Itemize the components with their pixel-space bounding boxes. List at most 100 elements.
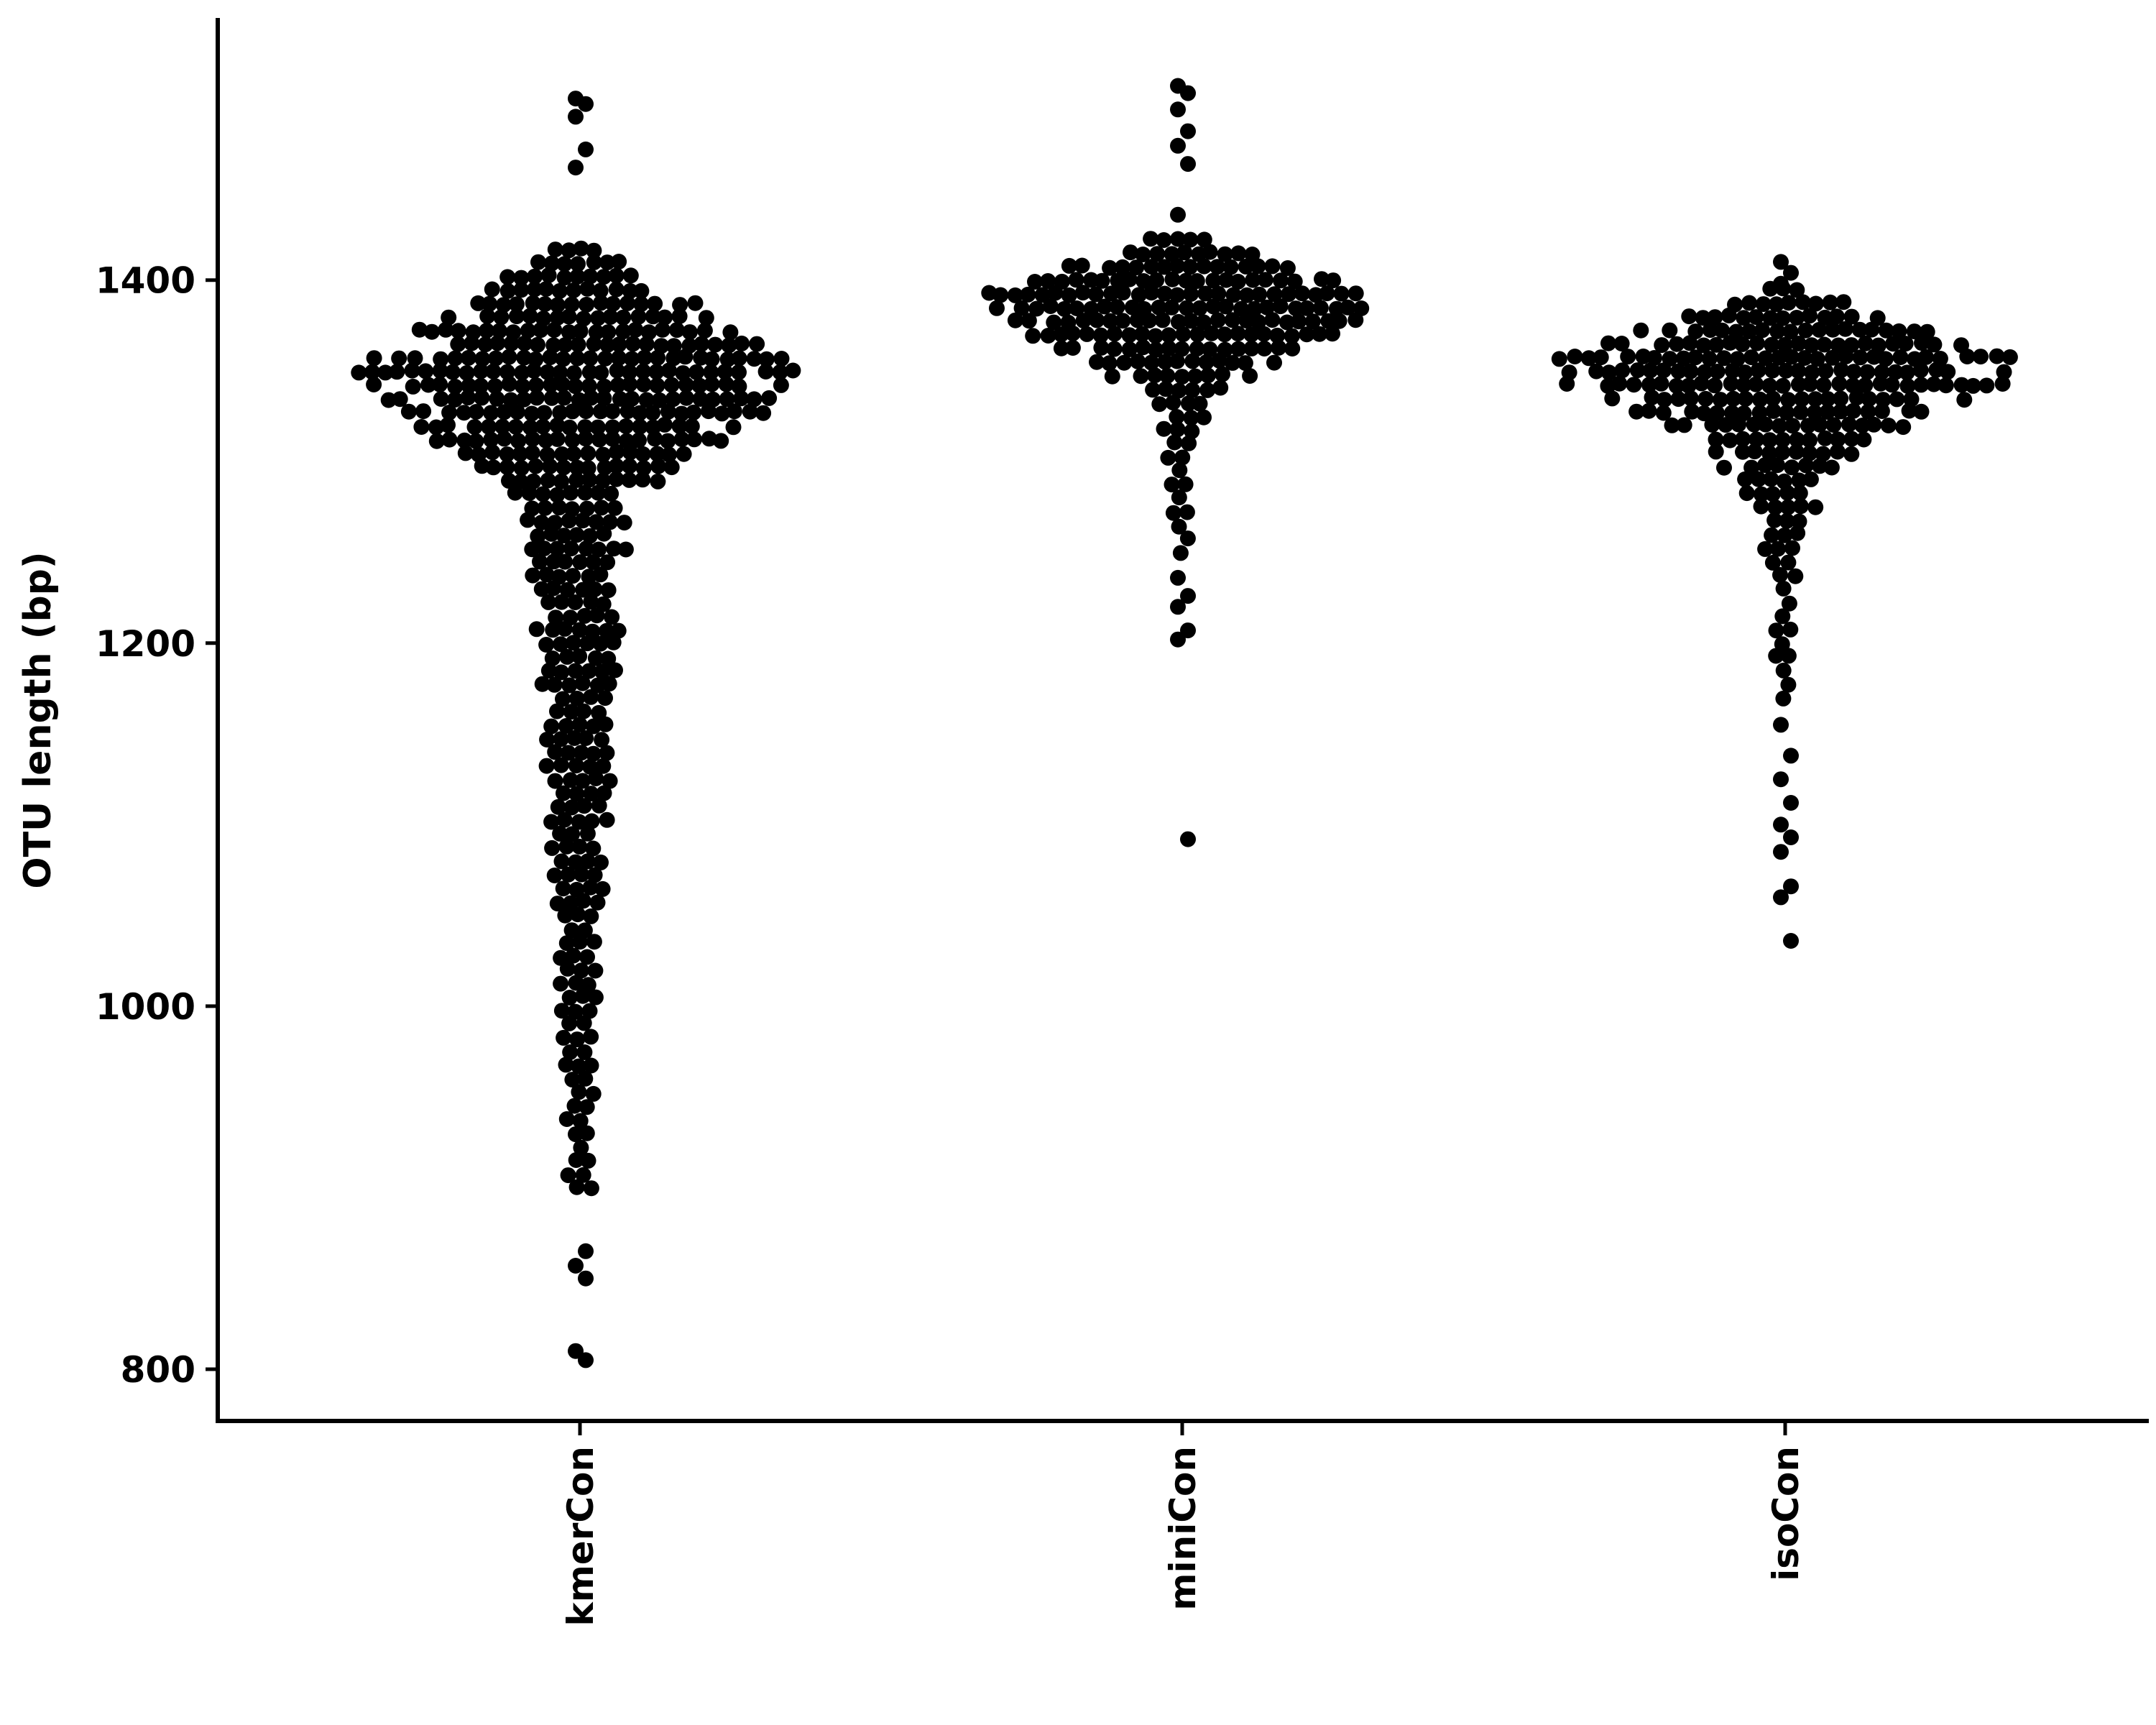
data-point-isoCon [1764, 362, 1781, 379]
data-point-kmerCon [773, 351, 790, 367]
data-point-miniCon [1257, 272, 1273, 288]
data-point-isoCon [1682, 363, 1699, 380]
data-point-miniCon [1160, 449, 1176, 466]
data-point-kmerCon [501, 376, 517, 392]
data-point-isoCon [1818, 363, 1834, 380]
data-point-isoCon [1764, 486, 1781, 502]
data-point-isoCon [1802, 376, 1818, 392]
data-point-kmerCon [717, 364, 733, 380]
data-point-kmerCon [624, 390, 640, 407]
data-point-isoCon [1765, 390, 1781, 407]
data-point-kmerCon [496, 431, 512, 447]
data-point-kmerCon [549, 297, 566, 313]
data-point-miniCon [1183, 286, 1199, 302]
data-point-kmerCon [591, 797, 607, 814]
data-point-isoCon [1729, 351, 1746, 367]
data-point-kmerCon [545, 337, 562, 354]
data-point-kmerCon [538, 758, 555, 774]
data-point-miniCon [1165, 505, 1181, 521]
data-point-kmerCon [554, 446, 571, 462]
data-point-miniCon [1348, 285, 1364, 302]
data-point-kmerCon [471, 446, 487, 463]
data-point-isoCon [1790, 376, 1807, 392]
data-point-kmerCon [593, 854, 609, 870]
data-point-kmerCon [571, 1084, 587, 1100]
data-point-kmerCon [564, 432, 581, 448]
data-point-isoCon [1723, 375, 1739, 392]
data-point-miniCon [1205, 298, 1222, 315]
data-point-kmerCon [609, 362, 625, 379]
data-point-isoCon [1787, 568, 1804, 584]
data-point-kmerCon [581, 378, 597, 395]
data-point-kmerCon [604, 403, 621, 420]
data-point-isoCon [1775, 662, 1792, 678]
data-point-isoCon [1684, 403, 1700, 420]
data-point-miniCon [1178, 272, 1194, 289]
data-point-kmerCon [512, 474, 529, 490]
data-point-kmerCon [594, 500, 609, 516]
data-point-kmerCon [632, 405, 648, 421]
data-point-kmerCon [570, 256, 586, 272]
data-point-kmerCon [722, 324, 739, 341]
data-point-isoCon [1833, 362, 1850, 378]
data-point-isoCon [1757, 416, 1774, 433]
data-point-kmerCon [562, 772, 579, 788]
data-point-isoCon [1797, 350, 1813, 366]
data-point-kmerCon [592, 282, 609, 299]
data-point-miniCon [1156, 285, 1173, 302]
data-point-kmerCon [707, 336, 724, 353]
data-point-miniCon [1246, 300, 1263, 317]
data-point-isoCon [1874, 403, 1890, 419]
data-point-kmerCon [560, 866, 576, 883]
data-point-kmerCon [530, 528, 546, 545]
data-point-kmerCon [597, 690, 613, 707]
data-point-miniCon [1116, 354, 1133, 371]
data-point-kmerCon [562, 610, 579, 626]
data-point-kmerCon [522, 419, 538, 436]
data-point-miniCon [1217, 298, 1234, 315]
data-point-kmerCon [557, 337, 573, 354]
data-point-miniCon [1106, 326, 1123, 342]
data-point-kmerCon [474, 351, 491, 367]
data-point-kmerCon [571, 622, 588, 638]
data-point-kmerCon [681, 324, 698, 341]
data-point-isoCon [1774, 310, 1791, 326]
data-point-kmerCon [734, 335, 750, 351]
data-point-kmerCon [608, 458, 625, 474]
data-point-isoCon [1669, 336, 1685, 352]
data-point-miniCon [1169, 287, 1186, 303]
data-point-kmerCon [558, 1057, 574, 1073]
data-point-isoCon [1774, 432, 1791, 448]
data-point-kmerCon [530, 254, 546, 270]
data-point-kmerCon [577, 484, 594, 501]
data-point-isoCon [1736, 405, 1752, 422]
data-point-kmerCon [563, 704, 579, 720]
data-point-isoCon [1825, 417, 1842, 433]
data-point-kmerCon [579, 635, 596, 652]
data-point-miniCon [1149, 246, 1166, 262]
data-point-isoCon [1751, 471, 1766, 487]
data-point-isoCon [1918, 349, 1934, 365]
data-point-isoCon [1774, 377, 1791, 394]
data-point-kmerCon [681, 338, 698, 354]
data-point-kmerCon [571, 392, 587, 408]
data-point-kmerCon [600, 650, 617, 667]
data-point-kmerCon [556, 270, 573, 286]
data-point-isoCon [1780, 392, 1797, 408]
data-point-miniCon [1210, 312, 1226, 328]
data-point-kmerCon [585, 1085, 602, 1102]
data-point-kmerCon [725, 419, 742, 436]
data-point-kmerCon [547, 515, 563, 531]
data-point-kmerCon [619, 295, 636, 311]
data-point-miniCon [1143, 354, 1160, 371]
data-point-kmerCon [569, 1031, 586, 1048]
data-point-miniCon [1209, 259, 1225, 275]
data-point-isoCon [1789, 525, 1806, 541]
data-point-kmerCon [438, 321, 454, 338]
data-point-kmerCon [758, 351, 775, 367]
data-point-miniCon [1333, 285, 1350, 302]
data-point-isoCon [1753, 498, 1769, 515]
data-point-isoCon [1662, 351, 1678, 367]
data-point-kmerCon [569, 268, 586, 285]
data-point-miniCon [1042, 298, 1059, 314]
